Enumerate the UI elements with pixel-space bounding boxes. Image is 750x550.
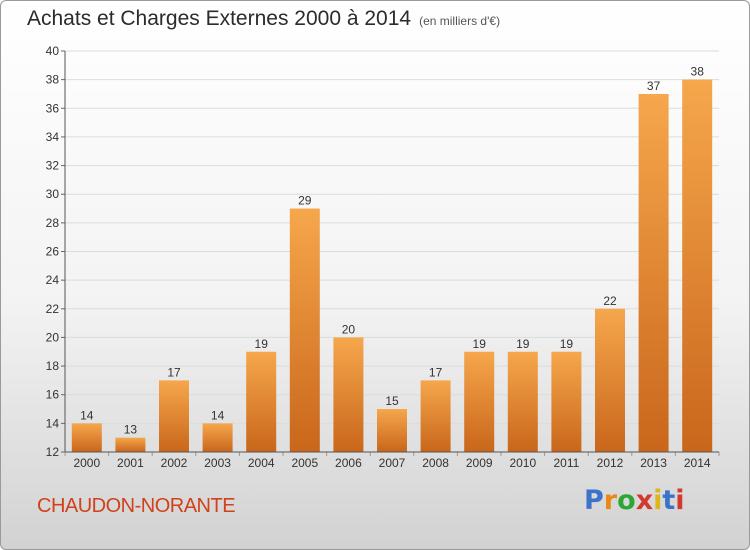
x-tick-label: 2010	[509, 456, 536, 470]
y-tick-label: 26	[46, 245, 60, 259]
bar	[377, 409, 407, 452]
chart-subtitle: (en milliers d'€)	[419, 14, 501, 28]
x-tick-label: 2005	[291, 456, 318, 470]
data-label: 19	[560, 337, 574, 351]
bar	[246, 351, 277, 452]
bar	[115, 437, 146, 452]
x-tick-label: 2003	[204, 456, 231, 470]
bar	[202, 423, 233, 452]
x-tick-label: 2000	[73, 456, 100, 470]
logo-letter: t	[662, 485, 676, 516]
bar	[682, 79, 713, 453]
x-tick-label: 2011	[553, 456, 579, 470]
y-tick-label: 40	[46, 44, 60, 58]
y-tick-label: 16	[46, 388, 60, 402]
labels: 12 14 16 18 20 22 24 26 28 30 32 34 36 38 40 14 2000 13 20…	[46, 44, 711, 470]
y-tick-label: 32	[46, 159, 60, 173]
logo-letter: x	[635, 485, 654, 516]
x-tick-label: 2008	[422, 456, 449, 470]
y-tick-label: 30	[46, 187, 60, 201]
bar	[420, 380, 451, 452]
bar	[159, 380, 189, 452]
bar	[638, 93, 669, 452]
logo-letter: o	[617, 485, 636, 516]
data-label: 15	[385, 394, 399, 408]
bar	[464, 351, 495, 452]
y-tick-label: 12	[46, 445, 60, 459]
data-label: 14	[80, 408, 94, 422]
y-tick-label: 22	[46, 302, 60, 316]
logo-letter: P	[584, 485, 604, 516]
x-tick-label: 2006	[335, 456, 362, 470]
axes	[61, 50, 720, 456]
chart-title: Achats et Charges Externes 2000 à 2014 (e…	[27, 7, 500, 31]
data-label: 19	[516, 337, 530, 351]
x-tick-label: 2009	[466, 456, 493, 470]
x-tick-label: 2012	[597, 456, 624, 470]
bar	[551, 351, 582, 452]
y-tick-label: 36	[46, 101, 60, 115]
y-tick-label: 28	[46, 216, 60, 230]
data-label: 38	[691, 65, 705, 79]
x-tick-label: 2013	[640, 456, 667, 470]
chart-title-text: Achats et Charges Externes 2000 à 2014	[27, 7, 412, 30]
data-label: 20	[342, 322, 356, 336]
y-tick-label: 18	[46, 359, 60, 373]
bar	[595, 308, 625, 452]
y-tick-label: 34	[46, 130, 60, 144]
y-tick-label: 14	[46, 416, 60, 430]
town-name: CHAUDON-NORANTE	[37, 495, 236, 517]
data-label: 17	[429, 365, 443, 379]
x-tick-label: 2001	[117, 456, 144, 470]
data-label: 17	[167, 365, 181, 379]
bar	[333, 337, 364, 452]
data-label: 13	[124, 423, 138, 437]
data-label: 29	[298, 194, 312, 208]
x-tick-label: 2002	[161, 456, 188, 470]
proxiti-logo[interactable]: Proxiti	[584, 485, 685, 516]
y-tick-label: 20	[46, 330, 60, 344]
bar	[507, 351, 538, 452]
bars	[71, 79, 713, 453]
data-label: 14	[211, 408, 225, 422]
logo-letter: i	[653, 485, 663, 516]
y-tick-label: 38	[46, 73, 60, 87]
x-tick-label: 2007	[379, 456, 406, 470]
x-tick-label: 2014	[684, 456, 711, 470]
data-label: 19	[473, 337, 487, 351]
logo-letter: i	[675, 485, 685, 516]
bar	[289, 208, 320, 452]
x-tick-label: 2004	[248, 456, 275, 470]
bar	[71, 423, 102, 452]
data-label: 19	[255, 337, 269, 351]
y-tick-label: 24	[46, 273, 60, 287]
data-label: 22	[603, 294, 617, 308]
logo-letter: r	[603, 485, 618, 516]
data-label: 37	[647, 79, 661, 93]
